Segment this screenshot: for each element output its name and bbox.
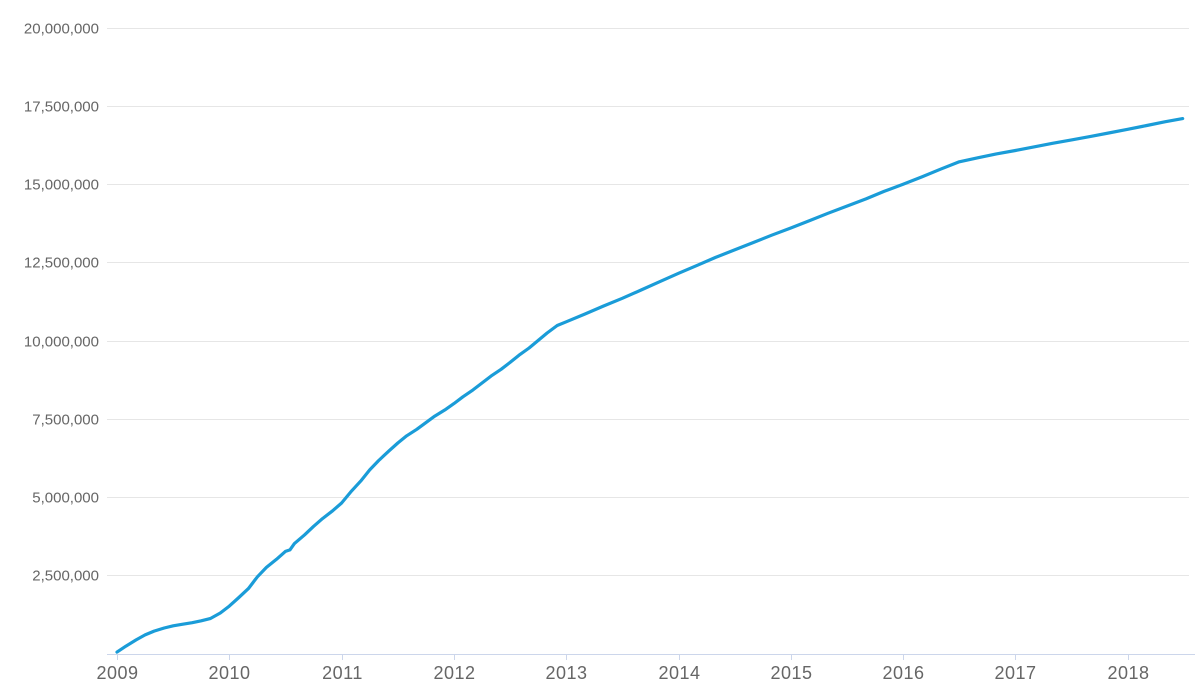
y-axis-tick-label: 5,000,000	[32, 490, 99, 507]
x-axis-tick-label: 2014	[658, 663, 700, 683]
x-axis-tick-label: 2011	[322, 663, 363, 683]
y-axis-tick-label: 12,500,000	[24, 255, 99, 272]
data-series-line	[115, 117, 1185, 654]
x-axis-tick-label: 2016	[882, 663, 924, 683]
y-axis-tick-label: 17,500,000	[24, 99, 99, 116]
y-axis-tick-label: 10,000,000	[24, 334, 99, 351]
x-axis-tick-label: 2010	[208, 663, 250, 683]
x-axis-tick-label: 2013	[545, 663, 587, 683]
x-axis-tick-label: 2012	[433, 663, 475, 683]
x-axis-tick-label: 2015	[770, 663, 812, 683]
y-axis-tick-label: 15,000,000	[24, 177, 99, 194]
y-axis-tick-label: 7,500,000	[32, 412, 99, 429]
x-axis-tick-label: 2017	[994, 663, 1036, 683]
y-axis-tick-label: 2,500,000	[32, 568, 99, 585]
x-axis-tick-label: 2018	[1107, 663, 1149, 683]
x-axis-tick-label: 2009	[96, 663, 138, 683]
y-axis-tick-label: 20,000,000	[24, 21, 99, 38]
